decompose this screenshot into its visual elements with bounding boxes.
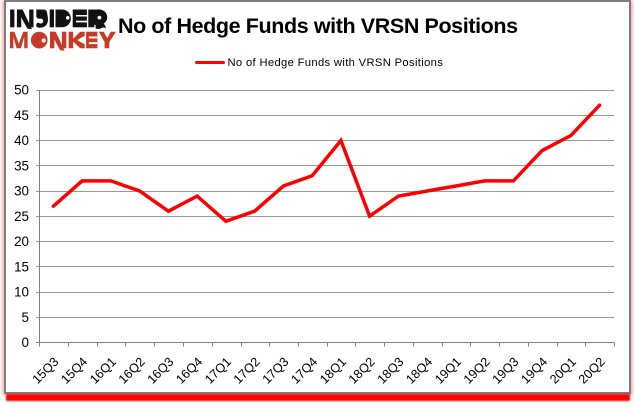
svg-text:10: 10: [14, 285, 29, 300]
svg-text:18Q1: 18Q1: [317, 355, 349, 387]
svg-text:18Q3: 18Q3: [375, 355, 407, 387]
svg-text:20: 20: [14, 234, 29, 249]
svg-text:19Q1: 19Q1: [432, 355, 464, 387]
svg-text:15: 15: [14, 259, 29, 274]
svg-text:19Q2: 19Q2: [461, 355, 493, 387]
svg-text:30: 30: [14, 184, 29, 199]
svg-text:17Q2: 17Q2: [231, 355, 263, 387]
svg-text:20Q2: 20Q2: [576, 355, 608, 387]
svg-text:16Q1: 16Q1: [87, 355, 119, 387]
svg-text:20Q1: 20Q1: [547, 355, 579, 387]
svg-text:40: 40: [14, 133, 29, 148]
svg-text:15Q3: 15Q3: [30, 355, 62, 387]
svg-text:17Q3: 17Q3: [260, 355, 292, 387]
svg-text:18Q2: 18Q2: [346, 355, 378, 387]
svg-text:16Q3: 16Q3: [145, 355, 177, 387]
svg-text:16Q2: 16Q2: [116, 355, 148, 387]
svg-text:15Q4: 15Q4: [58, 355, 90, 387]
svg-text:19Q4: 19Q4: [518, 355, 550, 387]
svg-text:5: 5: [22, 310, 29, 325]
svg-text:17Q4: 17Q4: [288, 355, 320, 387]
svg-text:50: 50: [14, 83, 29, 98]
svg-text:45: 45: [14, 108, 29, 123]
svg-text:25: 25: [14, 209, 29, 224]
svg-text:0: 0: [22, 335, 29, 350]
svg-text:17Q1: 17Q1: [202, 355, 234, 387]
svg-text:19Q3: 19Q3: [490, 355, 522, 387]
svg-text:16Q4: 16Q4: [173, 355, 205, 387]
svg-text:18Q4: 18Q4: [403, 355, 435, 387]
svg-text:35: 35: [14, 158, 29, 173]
